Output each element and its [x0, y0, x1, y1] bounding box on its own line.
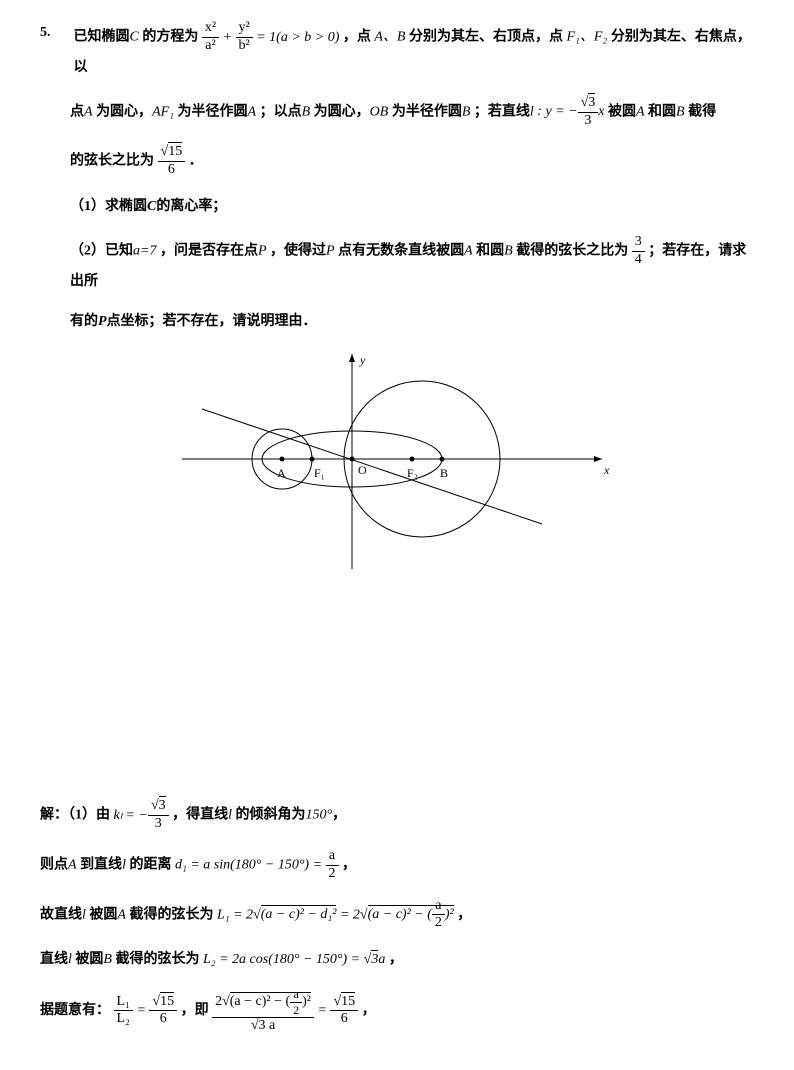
- line-l-equation: : y = −√33x: [537, 104, 608, 119]
- svg-text:x: x: [603, 463, 610, 477]
- solution-step-3: 故直线l 被圆A 截得的弦长为 L₁ = 2√(a − c)² − d₁² = …: [40, 898, 754, 933]
- figure-svg: x y A F₁ O F₂ B: [182, 349, 612, 569]
- solution-step-5: 据题意有： L₁ L₂ = √15 6 ，即 2√(a − c)² − (a2)…: [40, 987, 754, 1034]
- slope-expr: kₗ = −√33: [114, 808, 173, 823]
- question-1: （1）求椭圆C的离心率；: [70, 194, 754, 219]
- L1-over-L2: L₁ L₂: [114, 994, 133, 1029]
- problem-figure: x y A F₁ O F₂ B: [40, 349, 754, 578]
- ratio-sqrt15-6: √15 6: [158, 144, 186, 179]
- spacing: [40, 618, 754, 798]
- L1-expr: L₁ = 2√(a − c)² − d₁² = 2√(a − c)² − (a2…: [217, 905, 457, 922]
- ellipse-equation: x²a² + y²b² = 1(a > b > 0): [202, 30, 343, 45]
- svg-text:B: B: [440, 466, 448, 480]
- svg-text:y: y: [359, 353, 366, 367]
- problem-number: 5.: [40, 20, 70, 45]
- question-2-line2: 有的P点坐标；若不存在，请说明理由．: [70, 309, 754, 334]
- problem-line-2: 点A 为圆心，AF₁ 为半径作圆A ；以点B 为圆心，OB 为半径作圆B ；若直…: [70, 95, 754, 130]
- question-2-line1: （2）已知a=7 ，问是否存在点P ，使得过P 点有无数条直线被圆A 和圆B 截…: [70, 234, 754, 294]
- ratio-3-4: 3 4: [632, 234, 645, 269]
- big-fraction: 2√(a − c)² − (a2)² √3 a: [212, 987, 314, 1034]
- problem-line-3: 的弦长之比为 √15 6 ．: [70, 144, 754, 179]
- svg-text:A: A: [277, 466, 286, 480]
- svg-text:O: O: [358, 463, 367, 477]
- problem-line-1: 5. 已知椭圆C 的方程为 x²a² + y²b² = 1(a > b > 0)…: [40, 20, 754, 80]
- svg-text:F₂: F₂: [407, 466, 418, 480]
- svg-text:F₁: F₁: [314, 466, 325, 480]
- solution-step-4: 直线l 被圆B 截得的弦长为 L₂ = 2a cos(180° − 150°) …: [40, 947, 754, 972]
- problem-stem-1: 已知椭圆C 的方程为 x²a² + y²b² = 1(a > b > 0) ，点…: [74, 20, 753, 80]
- solution-step-1: 解：（1）由 kₗ = −√33 ，得直线l 的倾斜角为150°，: [40, 798, 754, 833]
- solution-step-2: 则点A 到直线l 的距离 d₁ = a sin(180° − 150°) = a…: [40, 848, 754, 883]
